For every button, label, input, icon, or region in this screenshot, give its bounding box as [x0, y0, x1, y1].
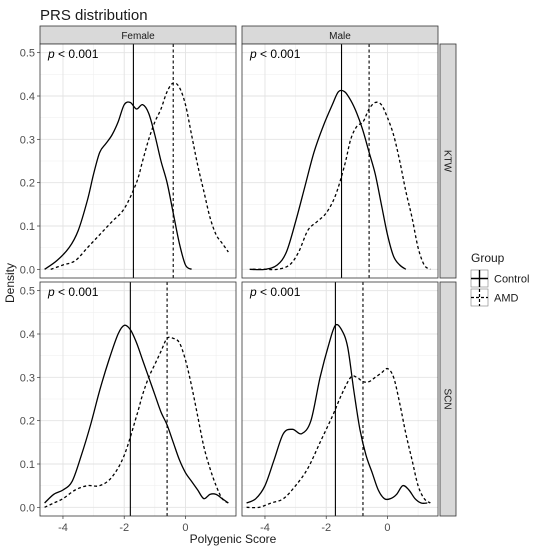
y-tick-label: 0.1 — [20, 221, 35, 233]
panel-female-ktw: p < 0.001 — [39, 43, 237, 279]
panel-female-scn: p < 0.001 — [39, 281, 237, 517]
y-tick-label: 0.0 — [20, 502, 35, 514]
density-line-control — [249, 89, 407, 271]
density-line-amd — [252, 101, 431, 271]
x-tick-label: -4 — [58, 522, 68, 534]
x-tick-label: -2 — [119, 522, 129, 534]
legend-title: Group — [471, 251, 505, 265]
y-tick-label: 0.4 — [20, 91, 35, 103]
p-value-annotation: p < 0.001 — [249, 47, 301, 61]
strip-label-scn: SCN — [442, 388, 453, 409]
y-tick-label: 0.1 — [20, 459, 35, 471]
facet-grid: Female Male KTW SCN 0.0 0.1 0.2 0.3 0.4 0.5 0.0 0.1… — [20, 25, 457, 534]
p-value-annotation: p < 0.001 — [249, 285, 301, 299]
y-tick-label: 0.2 — [20, 178, 35, 190]
density-line-control — [44, 101, 192, 270]
legend: Group Control AMD — [470, 251, 529, 307]
density-line-amd — [50, 82, 229, 270]
strip-label-female: Female — [121, 31, 155, 42]
y-tick-label: 0.5 — [20, 286, 35, 298]
x-tick-label: 0 — [384, 522, 390, 534]
panel-series — [246, 282, 431, 516]
y-tick-label: 0.4 — [20, 329, 35, 341]
x-tick-label: 0 — [182, 522, 188, 534]
legend-label-control: Control — [494, 274, 529, 286]
y-tick-label: 0.3 — [20, 372, 35, 384]
panel-series — [44, 44, 229, 278]
density-line-amd — [44, 336, 229, 508]
legend-label-amd: AMD — [494, 293, 519, 305]
chart-title: PRS distribution — [40, 7, 148, 24]
panel-border — [241, 43, 439, 279]
panel-male-scn: p < 0.001 — [241, 281, 439, 517]
x-tick-label: -4 — [260, 522, 270, 534]
y-tick-label: 0.3 — [20, 134, 35, 146]
y-axis-title: Density — [3, 263, 17, 303]
strip-label-ktw: KTW — [442, 150, 453, 173]
p-value-annotation: p < 0.001 — [47, 285, 99, 299]
y-tick-label: 0.0 — [20, 264, 35, 276]
panel-border — [39, 43, 237, 279]
y-tick-label: 0.2 — [20, 416, 35, 428]
y-tick-label: 0.5 — [20, 48, 35, 60]
panel-border — [39, 281, 237, 517]
panel-male-ktw: p < 0.001 — [241, 43, 439, 279]
panel-series — [249, 44, 431, 278]
p-value-annotation: p < 0.001 — [47, 47, 99, 61]
density-line-control — [246, 323, 428, 504]
strip-right-ktw — [439, 43, 457, 279]
panel-series — [44, 282, 229, 516]
x-axis-title: Polygenic Score — [190, 532, 277, 546]
strip-right-scn — [439, 281, 457, 517]
strip-label-male: Male — [329, 31, 351, 42]
panel-border — [241, 281, 439, 517]
x-tick-label: -2 — [321, 522, 331, 534]
